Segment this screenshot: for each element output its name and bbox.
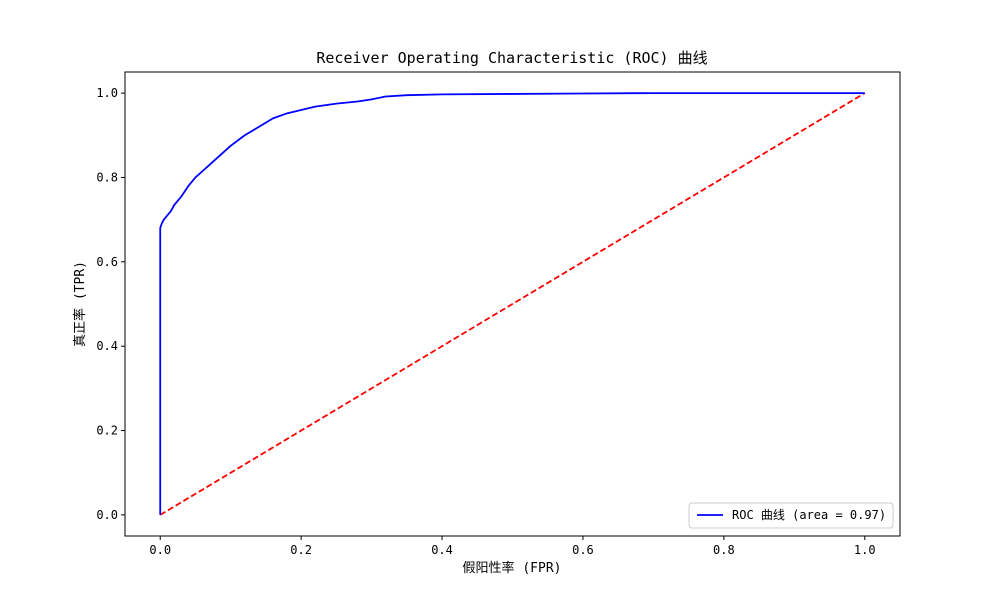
x-tick-label: 0.4 xyxy=(431,543,453,557)
x-tick-label: 0.0 xyxy=(149,543,171,557)
legend-box xyxy=(688,502,894,529)
y-tick-label: 0.0 xyxy=(96,508,118,522)
y-tick-label: 0.6 xyxy=(96,255,118,269)
x-tick-label: 0.2 xyxy=(290,543,312,557)
y-tick-label: 1.0 xyxy=(96,86,118,100)
legend: ROC 曲线 (area = 0.97) xyxy=(688,502,894,529)
x-tick-label: 0.8 xyxy=(713,543,735,557)
y-tick-label: 0.2 xyxy=(96,424,118,438)
y-axis: 0.0 0.2 0.4 0.6 0.8 1.0 xyxy=(96,86,125,522)
axes-frame xyxy=(124,71,901,537)
chance-diagonal-line xyxy=(159,92,866,516)
x-axis: 0.0 0.2 0.4 0.6 0.8 1.0 xyxy=(149,536,876,557)
chart-title: Receiver Operating Characteristic (ROC) … xyxy=(316,49,707,67)
plot-area xyxy=(159,92,866,516)
x-axis-label: 假阳性率 (FPR) xyxy=(463,560,562,576)
x-tick-label: 0.6 xyxy=(572,543,594,557)
y-tick-label: 0.4 xyxy=(96,339,118,353)
roc-curve-line xyxy=(159,92,865,515)
x-tick-label: 1.0 xyxy=(854,543,876,557)
y-tick-label: 0.8 xyxy=(96,170,118,184)
y-axis-label: 真正率 (TPR) xyxy=(72,261,88,347)
legend-label: ROC 曲线 (area = 0.97) xyxy=(732,508,886,522)
